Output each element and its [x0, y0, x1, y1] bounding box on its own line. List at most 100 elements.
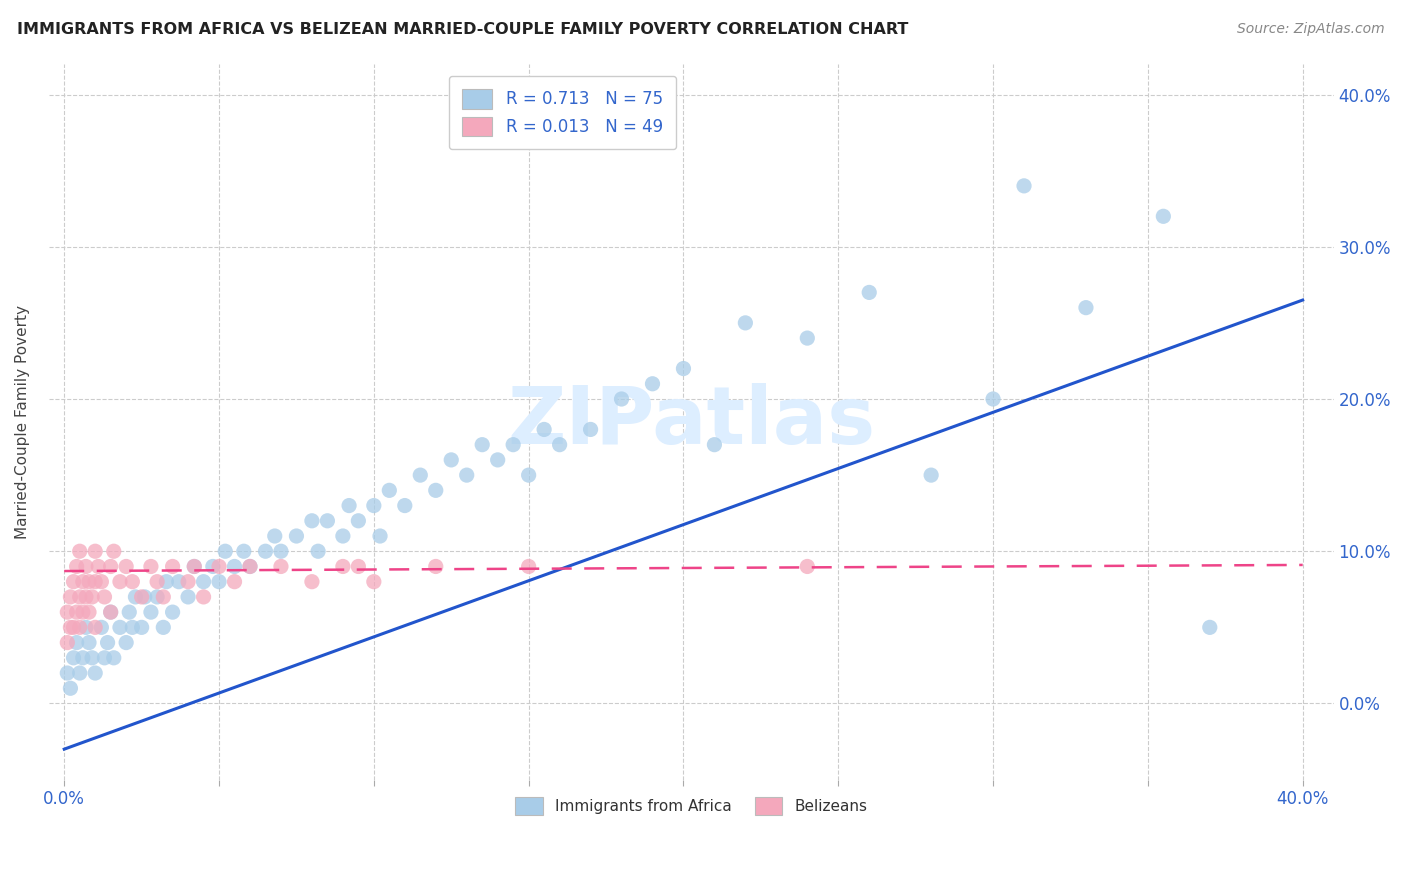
Point [486, 453, 509, 467]
Point [425, 559, 447, 574]
Point [270, 559, 292, 574]
Point [139, 605, 162, 619]
Point [56, 605, 79, 619]
Point [254, 544, 277, 558]
Point [77, 605, 100, 619]
Point [796, 331, 818, 345]
Point [59, 681, 82, 696]
Point [69, 544, 91, 558]
Point [796, 559, 818, 574]
Point [65, 635, 87, 649]
Point [84, 544, 107, 558]
Point [124, 590, 146, 604]
Point [82, 590, 104, 604]
Point [121, 620, 143, 634]
Point [734, 316, 756, 330]
Point [65, 559, 87, 574]
Point [214, 544, 236, 558]
Point [134, 590, 156, 604]
Point [579, 422, 602, 436]
Point [337, 499, 360, 513]
Point [100, 605, 122, 619]
Point [152, 620, 174, 634]
Point [378, 483, 401, 498]
Point [858, 285, 880, 300]
Point [920, 468, 942, 483]
Point [72, 605, 94, 619]
Point [208, 574, 231, 589]
Point [641, 376, 664, 391]
Point [155, 574, 177, 589]
Point [118, 605, 141, 619]
Point [1012, 178, 1035, 193]
Point [232, 544, 254, 558]
Point [69, 590, 91, 604]
Point [239, 559, 262, 574]
Point [363, 574, 385, 589]
Point [183, 559, 205, 574]
Point [672, 361, 695, 376]
Point [84, 574, 107, 589]
Point [97, 635, 120, 649]
Point [77, 574, 100, 589]
Point [347, 514, 370, 528]
Point [59, 620, 82, 634]
Point [193, 574, 215, 589]
Point [193, 590, 215, 604]
Text: ZIPatlas: ZIPatlas [508, 383, 876, 461]
Point [332, 559, 354, 574]
Point [56, 666, 79, 681]
Point [347, 559, 370, 574]
Point [162, 605, 184, 619]
Point [1198, 620, 1220, 634]
Point [301, 514, 323, 528]
Point [100, 559, 122, 574]
Point [1152, 209, 1174, 223]
Point [82, 650, 104, 665]
Point [533, 422, 555, 436]
Point [75, 590, 97, 604]
Point [703, 438, 725, 452]
Point [301, 574, 323, 589]
Point [59, 590, 82, 604]
Point [146, 574, 169, 589]
Point [103, 544, 125, 558]
Point [72, 650, 94, 665]
Point [72, 574, 94, 589]
Point [84, 666, 107, 681]
Point [115, 559, 138, 574]
Point [87, 559, 110, 574]
Point [270, 544, 292, 558]
Point [131, 620, 153, 634]
Point [100, 605, 122, 619]
Point [394, 499, 416, 513]
Point [201, 559, 224, 574]
Point [139, 559, 162, 574]
Point [263, 529, 285, 543]
Point [409, 468, 432, 483]
Point [440, 453, 463, 467]
Point [548, 438, 571, 452]
Point [425, 483, 447, 498]
Y-axis label: Married-Couple Family Poverty: Married-Couple Family Poverty [15, 305, 30, 539]
Point [456, 468, 478, 483]
Point [363, 499, 385, 513]
Point [115, 635, 138, 649]
Point [177, 574, 200, 589]
Point [69, 620, 91, 634]
Point [177, 590, 200, 604]
Point [62, 620, 84, 634]
Point [1074, 301, 1097, 315]
Point [90, 574, 112, 589]
Point [162, 559, 184, 574]
Point [183, 559, 205, 574]
Point [332, 529, 354, 543]
Point [131, 590, 153, 604]
Point [224, 559, 246, 574]
Text: Source: ZipAtlas.com: Source: ZipAtlas.com [1237, 22, 1385, 37]
Legend: Immigrants from Africa, Belizeans: Immigrants from Africa, Belizeans [505, 787, 877, 826]
Point [368, 529, 391, 543]
Point [121, 574, 143, 589]
Point [84, 620, 107, 634]
Point [69, 666, 91, 681]
